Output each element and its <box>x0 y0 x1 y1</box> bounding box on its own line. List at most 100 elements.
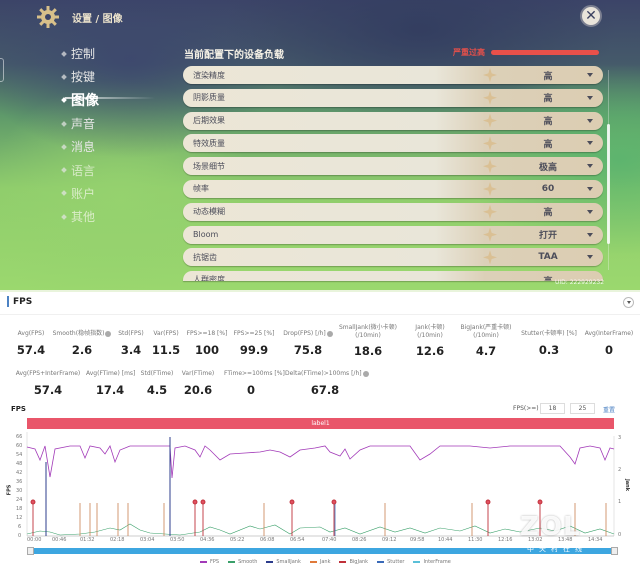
info-icon[interactable] <box>326 330 333 337</box>
legend-jank[interactable]: Jank <box>309 559 330 565</box>
nav-item-account[interactable]: 账户 <box>61 182 99 205</box>
dropdown-caret-icon[interactable] <box>587 73 593 77</box>
star-ornament-icon <box>483 113 497 128</box>
setting-row-anti-aliasing[interactable]: 抗锯齿 TAA <box>183 248 603 267</box>
legend-bigjank[interactable]: BigJank <box>339 559 368 565</box>
watermark-text: 中关村在线 <box>527 545 587 553</box>
nav-item-keybinds[interactable]: 按键 <box>61 65 99 88</box>
stat-small-jank: SmallJank(微小卡顿)(/10min) 18.6 <box>338 324 398 358</box>
setting-value: 60 <box>541 183 555 194</box>
diamond-icon <box>61 213 67 220</box>
setting-row-frame-rate[interactable]: 帧率 60 <box>183 179 603 198</box>
label-band[interactable]: label1 <box>27 418 614 429</box>
slider-handle-right[interactable] <box>611 547 618 555</box>
stat-avg-ftime: Avg(FTime) [ms] 17.4 <box>86 370 136 397</box>
fps-threshold-input-2[interactable]: 25 <box>570 403 595 414</box>
star-ornament-icon <box>483 181 497 196</box>
watermark-logo: ZOL <box>520 512 581 542</box>
dropdown-caret-icon[interactable] <box>587 95 593 100</box>
diamond-icon <box>61 167 67 173</box>
setting-value: 高 <box>543 94 553 105</box>
stat-var-fps: Var(FPS) 11.5 <box>151 330 181 357</box>
section-title: FPS <box>13 296 33 307</box>
settings-scrollbar-thumb[interactable] <box>607 124 610 244</box>
diamond-icon <box>61 50 67 57</box>
reset-link[interactable]: 重置 <box>603 407 616 414</box>
legend-smooth[interactable]: Smooth <box>228 559 257 565</box>
fps-threshold-label: FPS(>=) <box>513 405 539 412</box>
setting-value: TAA <box>538 252 558 263</box>
divider <box>0 314 640 315</box>
graphics-settings-list: 渲染精度高 阴影质量高 后期效果高 特效质量高 场景细节 极高 帧率 60 动态模糊… <box>183 66 603 286</box>
nav-item-graphics[interactable]: 图像 <box>61 89 99 112</box>
active-nav-highlight <box>65 97 155 99</box>
time-range-slider[interactable] <box>27 547 618 555</box>
fps-line-chart[interactable] <box>0 432 640 542</box>
stat-fps-ge-18: FPS>=18 [%] 100 <box>186 330 228 357</box>
legend-smalljank[interactable]: SmallJank <box>266 559 301 565</box>
stat-std-ftime: Std(FTime) 4.5 <box>140 370 174 397</box>
setting-row-effects-quality[interactable]: 特效质量高 <box>183 134 603 153</box>
setting-value: 高 <box>543 71 553 82</box>
stat-avg-fps: Avg(FPS) 57.4 <box>16 330 46 357</box>
setting-row-render-resolution[interactable]: 渲染精度高 <box>183 66 603 84</box>
setting-value: 高 <box>543 139 553 150</box>
diamond-icon <box>61 143 67 150</box>
game-settings-screen: 设置 / 图像 ✕ 控制 按键 图像 声音 消息 语言 账户 其他 当前配置下的… <box>0 0 640 290</box>
collapse-button[interactable] <box>623 297 634 308</box>
info-icon[interactable] <box>362 370 369 377</box>
nav-item-audio[interactable]: 声音 <box>61 112 99 135</box>
side-tab-handle[interactable] <box>0 58 4 82</box>
diamond-icon <box>61 190 67 197</box>
dropdown-caret-icon[interactable] <box>587 141 593 146</box>
device-load-status: 严重过高 <box>453 48 485 57</box>
slider-handle-left[interactable] <box>27 547 34 555</box>
chevron-down-icon <box>626 301 631 304</box>
legend-interframe[interactable]: InterFrame <box>413 559 451 565</box>
setting-value: 高 <box>523 274 573 281</box>
legend-fps[interactable]: FPS <box>200 559 219 565</box>
setting-row-shadow-quality[interactable]: 阴影质量高 <box>183 88 603 107</box>
dropdown-caret-icon[interactable] <box>587 186 593 191</box>
star-ornament-icon <box>483 204 497 219</box>
dropdown-caret-icon[interactable] <box>587 232 593 237</box>
fps-threshold-input-1[interactable]: 18 <box>540 403 565 414</box>
setting-value: 打开 <box>538 231 557 242</box>
dropdown-caret-icon[interactable] <box>587 209 593 214</box>
nav-item-other[interactable]: 其他 <box>61 205 99 228</box>
setting-value: 极高 <box>538 162 557 173</box>
star-ornament-icon <box>483 68 497 82</box>
star-ornament-icon <box>483 90 497 105</box>
stat-smooth: Smooth(稳帧指数) 2.6 <box>50 330 114 357</box>
setting-row-bloom[interactable]: Bloom 打开 <box>183 225 603 244</box>
nav-item-controls[interactable]: 控制 <box>61 42 99 65</box>
info-icon[interactable] <box>105 330 112 337</box>
setting-value: 高 <box>543 208 553 219</box>
nav-item-language[interactable]: 语言 <box>61 158 99 181</box>
setting-row-scene-detail[interactable]: 场景细节 极高 <box>183 157 603 176</box>
setting-row-crowd-density[interactable]: 人群密度高 <box>183 271 603 282</box>
section-header: FPS <box>7 296 32 307</box>
star-ornament-icon <box>483 250 497 265</box>
setting-row-motion-blur[interactable]: 动态模糊高 <box>183 202 603 221</box>
stat-delta-ftime: Delta(FTime)>100ms [/h] 67.8 <box>285 370 369 397</box>
chart-legend: FPS Smooth SmallJank Jank BigJank Stutte… <box>200 559 451 565</box>
settings-nav: 控制 按键 图像 声音 消息 语言 账户 其他 <box>61 42 99 228</box>
stat-avg-fps-interframe: Avg(FPS+InterFrame) 57.4 <box>15 370 81 397</box>
breadcrumb: 设置 / 图像 <box>72 14 123 25</box>
device-load-title: 当前配置下的设备负载 <box>184 50 284 61</box>
stat-jank: Jank(卡顿)(/10min) 12.6 <box>415 324 445 358</box>
setting-row-post-processing[interactable]: 后期效果高 <box>183 111 603 130</box>
stat-fps-ge-25: FPS>=25 [%] 99.9 <box>233 330 275 357</box>
star-ornament-icon <box>483 227 497 242</box>
diamond-icon <box>61 120 67 127</box>
nav-item-messages[interactable]: 消息 <box>61 135 99 158</box>
dropdown-caret-icon[interactable] <box>587 255 593 260</box>
stat-big-jank: BigJank(严重卡顿)(/10min) 4.7 <box>460 324 512 358</box>
dropdown-caret-icon[interactable] <box>587 164 593 169</box>
dropdown-caret-icon[interactable] <box>587 118 593 123</box>
star-ornament-icon <box>483 136 497 151</box>
close-button[interactable]: ✕ <box>580 5 602 27</box>
fps-analysis-panel: FPS Avg(FPS) 57.4 Smooth(稳帧指数) 2.6 Std(FPS… <box>0 290 640 565</box>
legend-stutter[interactable]: Stutter <box>377 559 404 565</box>
